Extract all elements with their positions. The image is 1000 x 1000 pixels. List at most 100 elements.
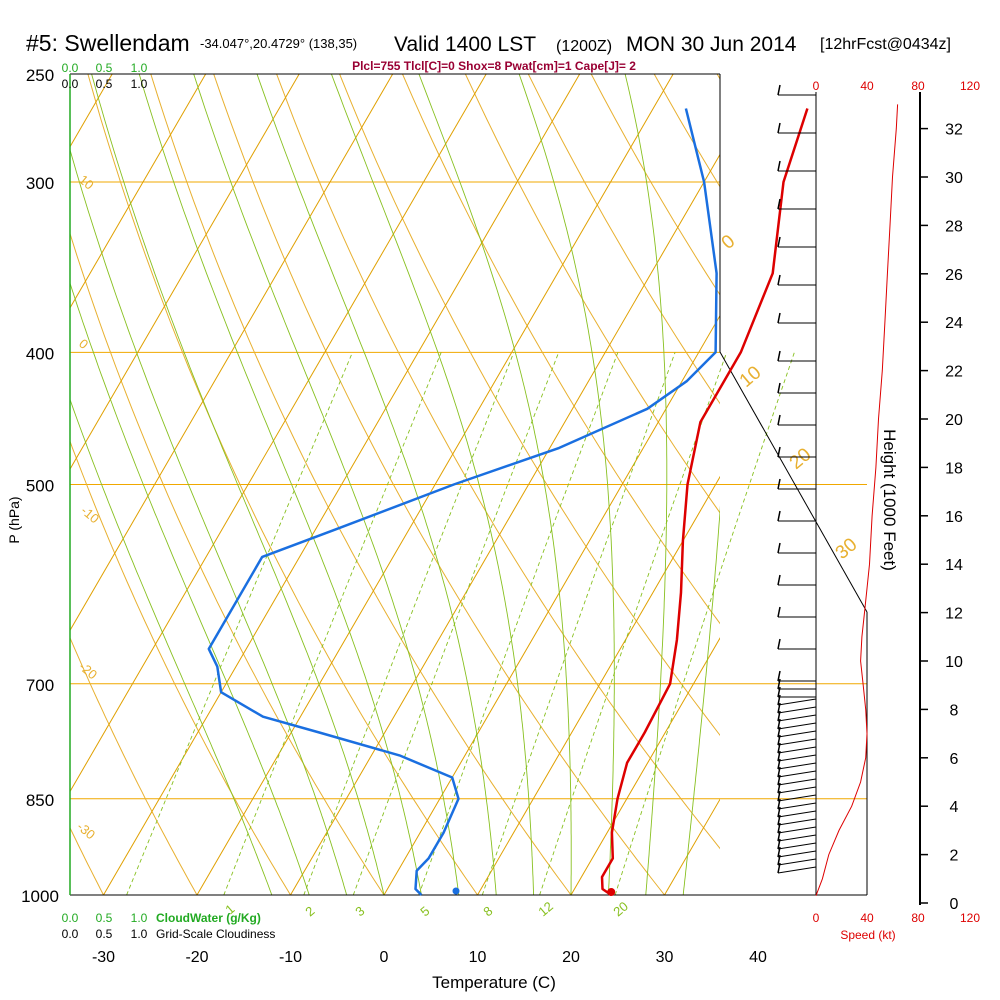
speed-tick-top-80: 80 xyxy=(911,79,925,93)
height-tick-label: 28 xyxy=(945,218,963,235)
wind-barb-flag xyxy=(777,694,781,706)
cloudiness-label: Grid-Scale Cloudiness xyxy=(156,927,275,941)
wind-speed-line xyxy=(815,104,899,896)
pressure-axis: 250 300 400 500 700 850 1000 xyxy=(21,66,59,906)
dry-adiabat-line xyxy=(401,74,720,625)
surface-dewpoint-marker xyxy=(452,887,460,895)
speed-tick-bottom-40: 40 xyxy=(860,911,874,925)
y-axis-label: P (hPa) xyxy=(6,496,22,543)
wind-barb-shaft xyxy=(777,786,817,794)
dry-adiabat-line xyxy=(87,74,478,895)
dry-adiabat-line xyxy=(276,74,720,850)
plot-frame-slant xyxy=(719,351,868,613)
isotherm-line xyxy=(70,74,207,309)
dry-adiabat-line xyxy=(150,74,572,895)
wind-barb-flag xyxy=(777,122,781,134)
moist-adiabat-label: 20 xyxy=(786,444,816,474)
temperature-tick-label: 10 xyxy=(469,949,487,966)
moist-adiabats xyxy=(70,74,720,895)
speed-tick-bottom-0: 0 xyxy=(813,911,820,925)
height-tick-label: 22 xyxy=(945,364,963,381)
height-tick-label: 6 xyxy=(950,751,959,768)
cloudwater-tick-top-1: 1.0 xyxy=(131,61,148,75)
height-tick-label: 20 xyxy=(945,412,963,429)
wind-barb-shaft xyxy=(777,714,817,722)
dry-adiabat-line xyxy=(339,74,720,737)
height-tick-label: 16 xyxy=(945,509,963,526)
wind-barb-flag xyxy=(777,478,781,490)
cloudwater-tick-bottom-0: 0.0 xyxy=(62,911,79,925)
mixing-ratio-label: 20 xyxy=(610,899,631,920)
wind-barb-shaft xyxy=(777,834,817,842)
isotherm-line xyxy=(70,74,487,793)
wind-barb-flag xyxy=(777,862,781,874)
dry-adiabat-label: -10 xyxy=(78,503,102,527)
dewpoint-line xyxy=(207,108,718,896)
height-tick-label: 26 xyxy=(945,267,963,284)
surface-temperature-marker xyxy=(607,888,616,896)
mixing-ratio-lines xyxy=(126,352,795,895)
wind-barb-flag xyxy=(777,734,781,746)
mixing-ratio-label: 2 xyxy=(302,903,317,919)
mixing-ratio-label: 5 xyxy=(417,903,432,919)
wind-barb-shaft xyxy=(777,778,817,786)
wind-barb-flag xyxy=(777,726,781,738)
mixing-ratio-label: 3 xyxy=(352,903,367,919)
wind-barb-flag xyxy=(777,198,781,210)
isotherm-line xyxy=(477,475,720,895)
speed-tick-bottom-80: 80 xyxy=(911,911,925,925)
wind-barb-shaft xyxy=(777,698,817,706)
moist-adiabat-line xyxy=(418,74,572,895)
mixing-ratio-line xyxy=(481,352,676,895)
wind-barb-flag xyxy=(777,350,781,362)
height-tick-label: 14 xyxy=(945,557,963,574)
valid-time: Valid 1400 LST xyxy=(394,33,536,56)
isotherm-line xyxy=(945,74,1000,895)
temperature-tick-label: -30 xyxy=(92,949,115,966)
temperature-axis: -30 -20 -10 0 10 20 30 40 xyxy=(92,949,767,966)
isobar-lines xyxy=(70,73,867,896)
height-tick-label: 18 xyxy=(945,460,963,477)
wind-barb-flag xyxy=(777,542,781,554)
wind-barb-shaft xyxy=(777,818,817,826)
moist-adiabat-line xyxy=(70,398,273,895)
moist-adiabat-line xyxy=(624,74,668,895)
wind-barb-flag xyxy=(777,702,781,714)
mixing-ratio-line xyxy=(303,352,515,895)
dry-adiabat-line xyxy=(464,74,720,514)
wind-barbs xyxy=(777,84,817,874)
cloudwater-tick-top-0: 0.0 xyxy=(62,61,79,75)
cloudiness-tick-bottom-0: 0.0 xyxy=(62,927,79,941)
wind-barb-flag xyxy=(777,806,781,818)
wind-barb-flag xyxy=(777,414,781,426)
dry-adiabat-label: -20 xyxy=(76,659,100,683)
wind-barb-shaft xyxy=(777,746,817,754)
pressure-tick-label: 400 xyxy=(26,344,54,363)
isotherm-line xyxy=(570,637,720,895)
moist-adiabat-label: 30 xyxy=(832,534,862,564)
height-tick-label: 24 xyxy=(945,315,963,332)
isotherm-line xyxy=(70,74,394,632)
temperature-tick-label: -10 xyxy=(279,949,302,966)
temperature-tick-label: 30 xyxy=(656,949,674,966)
cloudiness-tick-bottom-1: 1.0 xyxy=(131,927,148,941)
speed-tick-top-40: 40 xyxy=(860,79,874,93)
moist-adiabat-line xyxy=(330,74,535,895)
wind-barb-shaft xyxy=(777,802,817,810)
mixing-ratio-label: 12 xyxy=(535,899,556,920)
pressure-tick-label: 250 xyxy=(26,66,54,85)
wind-barb-flag xyxy=(777,274,781,286)
mixing-ratio-line xyxy=(126,352,353,895)
wind-barb-flag xyxy=(777,774,781,786)
wind-barb-flag xyxy=(777,160,781,172)
speed-axis-top: 0 40 80 120 xyxy=(813,79,981,93)
dry-adiabat-line xyxy=(0,50,10,895)
pressure-tick-label: 300 xyxy=(26,174,54,193)
mixing-ratio-line xyxy=(614,352,795,895)
speed-tick-top-0: 0 xyxy=(813,79,820,93)
isotherm-line xyxy=(290,153,720,895)
wind-barb-shaft xyxy=(777,858,817,866)
mixing-ratio-line xyxy=(418,352,619,895)
sounding-params: Plcl=755 Tlcl[C]=0 Shox=8 Pwat[cm]=1 Cap… xyxy=(352,59,636,73)
